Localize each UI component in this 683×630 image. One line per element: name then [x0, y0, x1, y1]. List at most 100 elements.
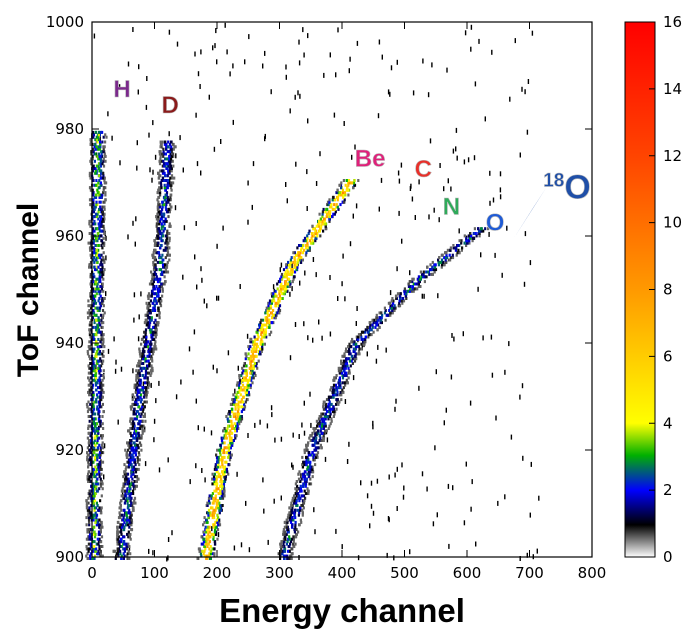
band-cell — [156, 294, 159, 298]
band-cell — [294, 525, 297, 529]
band-cell — [99, 448, 102, 452]
band-cell — [306, 241, 309, 245]
band-cell — [98, 376, 101, 380]
band-cell — [265, 309, 268, 312]
band-cell — [162, 215, 165, 219]
band-cell — [322, 439, 325, 442]
band-cell — [164, 263, 167, 267]
band-cell — [153, 297, 156, 300]
band-cell — [151, 352, 155, 356]
band-cell — [357, 333, 361, 337]
band-cell — [148, 347, 151, 351]
band-cell — [314, 239, 317, 243]
band-cell — [91, 275, 95, 279]
band-cell — [477, 232, 480, 235]
band-cell — [326, 415, 330, 418]
band-cell — [98, 547, 101, 551]
band-cell — [472, 232, 475, 235]
band-cell — [138, 347, 141, 351]
band-cell — [322, 400, 325, 404]
band-cell — [102, 359, 105, 363]
band-cell — [293, 256, 296, 260]
band-cell — [264, 333, 267, 337]
band-cell — [89, 463, 92, 467]
band-cell — [102, 321, 105, 325]
band-cell — [408, 287, 412, 291]
band-cell — [153, 258, 156, 262]
band-cell — [294, 508, 297, 512]
band-cell — [227, 412, 230, 416]
band-cell — [133, 475, 137, 479]
count-mark — [167, 457, 169, 463]
band-cell — [143, 429, 146, 433]
band-cell — [160, 169, 164, 173]
count-mark — [467, 157, 470, 163]
band-cell — [217, 523, 220, 527]
count-mark — [195, 463, 197, 469]
band-cell — [246, 388, 249, 392]
band-cell — [151, 282, 155, 286]
band-cell — [152, 337, 155, 341]
band-cell — [88, 415, 91, 418]
band-cell — [249, 386, 252, 390]
band-cell — [90, 446, 93, 450]
band-cell — [267, 301, 270, 305]
band-cell — [235, 429, 238, 433]
band-cell — [100, 535, 104, 539]
band-cell — [99, 145, 102, 149]
band-cell — [155, 215, 158, 219]
band-cell — [250, 357, 253, 361]
band-cell — [213, 472, 216, 476]
band-cell — [166, 241, 169, 245]
band-cell — [161, 152, 164, 156]
band-cell — [153, 321, 156, 325]
band-cell — [254, 374, 257, 377]
band-cell — [289, 282, 292, 286]
band-cell — [155, 313, 159, 317]
band-cell — [282, 528, 285, 532]
band-cell — [218, 508, 221, 512]
band-cell — [99, 256, 102, 260]
band-cell — [88, 378, 91, 382]
band-cell — [144, 340, 147, 344]
count-mark — [195, 112, 197, 118]
band-cell — [89, 176, 92, 180]
band-cell — [96, 212, 99, 216]
band-cell — [331, 388, 335, 392]
count-mark — [136, 140, 138, 146]
count-mark — [375, 358, 378, 364]
count-mark — [285, 64, 287, 70]
band-cell — [168, 154, 171, 158]
band-cell — [212, 532, 215, 536]
band-cell — [213, 547, 216, 551]
band-cell — [274, 313, 277, 317]
band-cell — [217, 458, 220, 462]
band-cell — [99, 453, 102, 457]
band-cell — [133, 412, 136, 416]
band-cell — [94, 147, 97, 151]
band-cell — [130, 475, 133, 479]
band-cell — [101, 422, 104, 426]
band-cell — [98, 405, 102, 409]
band-cell — [214, 482, 217, 486]
count-mark — [192, 369, 194, 375]
band-cell — [168, 239, 171, 243]
band-cell — [223, 487, 226, 491]
band-cell — [86, 455, 89, 459]
band-cell — [103, 241, 106, 245]
band-cell — [100, 451, 104, 455]
band-cell — [142, 347, 145, 351]
band-cell — [166, 174, 169, 178]
band-cell — [301, 258, 304, 262]
band-cell — [158, 253, 161, 257]
band-cell — [295, 532, 298, 536]
band-cell — [230, 407, 233, 411]
count-mark — [455, 127, 458, 133]
band-cell — [215, 518, 218, 522]
band-cell — [131, 453, 134, 457]
band-cell — [156, 260, 159, 264]
band-cell — [94, 195, 97, 199]
band-cell — [227, 448, 230, 452]
band-cell — [123, 494, 126, 498]
band-cell — [316, 232, 319, 235]
